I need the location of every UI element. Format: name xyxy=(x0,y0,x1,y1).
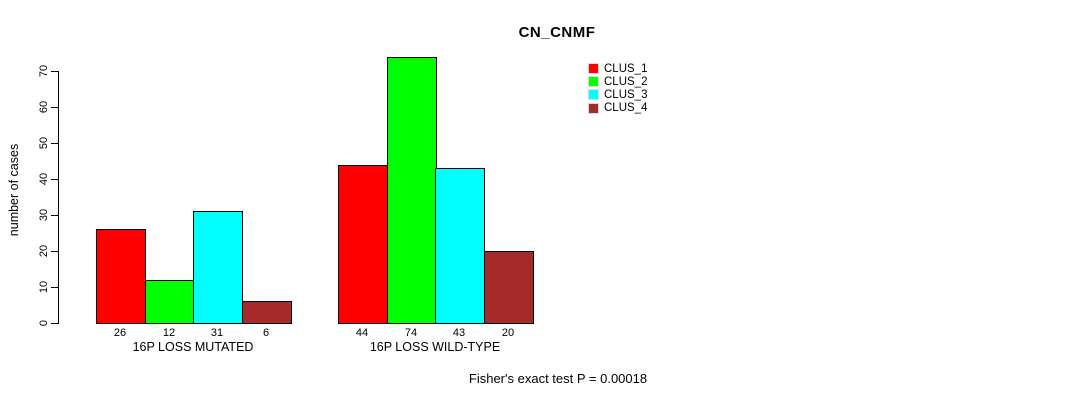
y-tick xyxy=(51,71,58,72)
y-tick-label: 40 xyxy=(38,172,50,186)
bar-value-label: 26 xyxy=(113,327,127,339)
y-tick-label: 30 xyxy=(38,208,50,222)
y-tick-label: 60 xyxy=(38,100,50,114)
legend-item: CLUS_2 xyxy=(588,75,647,88)
y-tick xyxy=(51,215,58,216)
legend: CLUS_1 CLUS_2 CLUS_3 CLUS_4 xyxy=(588,62,647,115)
legend-item: CLUS_3 xyxy=(588,88,647,101)
bar xyxy=(242,301,292,324)
group-label: 16P LOSS WILD-TYPE xyxy=(369,340,501,354)
bar xyxy=(145,279,195,324)
y-tick-label: 10 xyxy=(38,280,50,294)
bar-value-label: 6 xyxy=(262,327,270,339)
y-tick-label: 20 xyxy=(38,244,50,258)
y-tick xyxy=(51,323,58,324)
bar xyxy=(435,168,485,324)
bar-value-label: 20 xyxy=(501,327,515,339)
y-tick xyxy=(51,107,58,108)
bar xyxy=(193,211,243,324)
bar xyxy=(96,229,146,324)
y-tick-label: 70 xyxy=(38,64,50,78)
fisher-test-annotation: Fisher's exact test P = 0.00018 xyxy=(468,371,648,386)
legend-swatch xyxy=(588,102,599,114)
bar-value-label: 43 xyxy=(452,327,466,339)
legend-swatch xyxy=(588,76,599,88)
legend-label: CLUS_4 xyxy=(604,102,648,115)
bar xyxy=(338,164,388,324)
y-tick-label: 0 xyxy=(38,319,50,327)
bar-value-label: 44 xyxy=(355,327,369,339)
legend-item: CLUS_1 xyxy=(588,62,647,75)
bar-value-label: 12 xyxy=(162,327,176,339)
y-axis-line xyxy=(58,71,59,324)
bar xyxy=(387,56,437,324)
y-tick xyxy=(51,143,58,144)
y-tick xyxy=(51,287,58,288)
legend-swatch xyxy=(588,63,599,75)
bar-value-label: 31 xyxy=(210,327,224,339)
bar-value-label: 74 xyxy=(404,327,418,339)
chart-title: CN_CNMF xyxy=(518,24,596,41)
y-tick xyxy=(51,251,58,252)
legend-label: CLUS_3 xyxy=(604,88,648,101)
legend-item: CLUS_4 xyxy=(588,102,647,115)
y-tick xyxy=(51,179,58,180)
legend-swatch xyxy=(588,89,599,101)
y-tick-label: 50 xyxy=(38,136,50,150)
legend-label: CLUS_1 xyxy=(604,62,648,75)
bar xyxy=(484,251,534,324)
legend-label: CLUS_2 xyxy=(604,75,648,88)
group-label: 16P LOSS MUTATED xyxy=(132,340,254,354)
